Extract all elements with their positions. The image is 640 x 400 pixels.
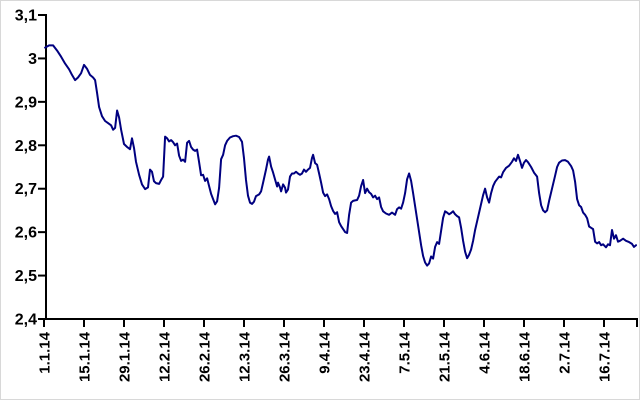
- x-axis-tick-label: 4.6.14: [477, 331, 494, 373]
- y-axis-tick-label: 2,8: [15, 138, 37, 155]
- y-axis-tick-label: 2,7: [15, 181, 37, 198]
- data-line: [44, 44, 637, 267]
- y-axis-tick-label: 2,6: [15, 225, 37, 242]
- x-axis-tick-label: 23.4.14: [357, 331, 374, 382]
- y-axis-tick-label: 2,5: [15, 268, 37, 285]
- x-axis-tick-label: 2.7.14: [557, 331, 574, 373]
- x-axis-tick-label: 16.7.14: [597, 331, 614, 382]
- x-axis-tick-label: 12.3.14: [237, 331, 254, 382]
- y-axis-tick-label: 2,4: [15, 312, 37, 329]
- x-axis-tick-label: 15.1.14: [77, 331, 94, 382]
- x-axis-tick-label: 26.3.14: [277, 331, 294, 382]
- x-axis-tick-label: 18.6.14: [517, 331, 534, 382]
- x-axis-tick-label: 21.5.14: [437, 331, 454, 382]
- y-axis-tick-label: 3: [28, 51, 37, 68]
- x-axis-tick-label: 1.1.14: [37, 331, 54, 373]
- x-axis-tick-label: 9.4.14: [317, 331, 334, 373]
- y-axis-tick-label: 2,9: [15, 94, 37, 111]
- x-axis-tick-label: 12.2.14: [157, 331, 174, 382]
- x-axis-tick-label: 26.2.14: [197, 331, 214, 382]
- x-axis-tick-label: 7.5.14: [397, 331, 414, 373]
- y-axis-tick-label: 3,1: [15, 8, 37, 25]
- x-axis-tick-label: 29.1.14: [117, 331, 134, 382]
